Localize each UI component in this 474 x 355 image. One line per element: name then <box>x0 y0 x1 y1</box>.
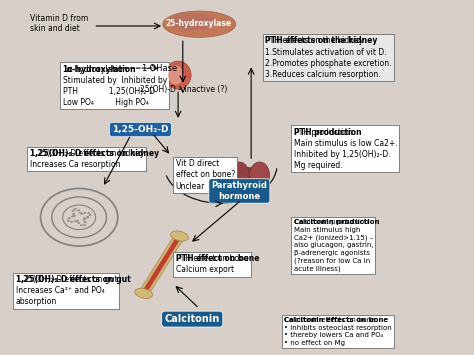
Circle shape <box>77 222 80 224</box>
Text: Calcitonin production
Main stimulus high
Ca2+ (ionized>1.15) –
also glucagon, ga: Calcitonin production Main stimulus high… <box>293 219 373 272</box>
Circle shape <box>71 215 74 218</box>
Circle shape <box>86 216 89 218</box>
Circle shape <box>72 210 74 212</box>
Circle shape <box>76 220 79 222</box>
Circle shape <box>83 217 86 219</box>
FancyBboxPatch shape <box>242 167 257 183</box>
Text: 1α-hydroxylation
Stimulated by  Inhibited by
PTH             1,25(OH)₂-D
Low PO₄: 1α-hydroxylation Stimulated by Inhibited… <box>63 65 167 107</box>
Text: PTH effect on bone: PTH effect on bone <box>176 254 259 263</box>
Circle shape <box>82 218 85 220</box>
Ellipse shape <box>163 11 236 37</box>
Polygon shape <box>139 234 184 295</box>
Circle shape <box>77 209 80 211</box>
Circle shape <box>73 215 76 217</box>
Text: Calcitonin production: Calcitonin production <box>293 219 379 225</box>
Circle shape <box>83 224 86 226</box>
Circle shape <box>80 213 83 215</box>
Text: Calcitonin effects on bone: Calcitonin effects on bone <box>284 317 388 323</box>
Ellipse shape <box>165 61 191 89</box>
Text: PTH effects on the kidney: PTH effects on the kidney <box>265 37 378 45</box>
Text: Calcitonin effects on bone
• inhibits osteoclast resorption
• thereby lowers Ca : Calcitonin effects on bone • inhibits os… <box>284 317 392 346</box>
Ellipse shape <box>171 231 188 241</box>
Circle shape <box>87 212 90 214</box>
Text: 1,25(OH)₂-D effects on kidney: 1,25(OH)₂-D effects on kidney <box>30 149 159 158</box>
Text: 1,25-OH₂-D: 1,25-OH₂-D <box>112 125 169 134</box>
Text: Vitamin D from
skin and diet: Vitamin D from skin and diet <box>30 14 88 33</box>
Text: PTH effect on bone
Calcium export: PTH effect on bone Calcium export <box>176 254 248 274</box>
Text: 1α-hydroxylation: 1α-hydroxylation <box>63 65 136 73</box>
Circle shape <box>70 221 73 223</box>
Ellipse shape <box>250 162 270 188</box>
Circle shape <box>74 220 77 222</box>
Text: 1-OHase: 1-OHase <box>141 64 177 73</box>
Text: PTH production
Main stimulus is low Ca2+.
Inhibited by 1,25(OH)₂-D.
Mg required.: PTH production Main stimulus is low Ca2+… <box>293 128 397 170</box>
Circle shape <box>86 216 89 218</box>
Text: Vit D direct
effect on bone?
Unclear: Vit D direct effect on bone? Unclear <box>176 159 235 191</box>
Polygon shape <box>143 239 180 291</box>
Text: PTH effects on the kidney
1.Stimulates activation of vit D.
2.Promotes phosphate: PTH effects on the kidney 1.Stimulates a… <box>265 37 392 79</box>
Ellipse shape <box>135 288 153 299</box>
Ellipse shape <box>229 162 249 188</box>
Text: Parathyroid
hormone: Parathyroid hormone <box>211 181 267 201</box>
Ellipse shape <box>169 13 216 30</box>
Ellipse shape <box>168 65 183 85</box>
Circle shape <box>79 212 82 214</box>
Circle shape <box>74 208 77 210</box>
Text: 1,25(OH)₂-D effects on gut: 1,25(OH)₂-D effects on gut <box>16 275 130 284</box>
Circle shape <box>67 220 70 222</box>
Text: 1,25(OH)₂-D effects on gut
Increases Ca²⁺ and PO₄
absorption: 1,25(OH)₂-D effects on gut Increases Ca²… <box>16 275 117 306</box>
Circle shape <box>72 213 75 215</box>
Text: PTH production: PTH production <box>293 128 361 137</box>
Circle shape <box>83 212 86 214</box>
Circle shape <box>84 221 87 223</box>
Circle shape <box>68 217 71 219</box>
Circle shape <box>89 214 91 216</box>
Text: Calcitonin: Calcitonin <box>164 314 220 324</box>
Text: 1,25(OH)₂-D effects on kidney
Increases Ca resorption: 1,25(OH)₂-D effects on kidney Increases … <box>30 149 144 169</box>
Text: 25(OH)-D – inactive (?): 25(OH)-D – inactive (?) <box>140 85 228 94</box>
Text: 25-hydroxylase: 25-hydroxylase <box>165 20 231 28</box>
Circle shape <box>80 224 83 226</box>
